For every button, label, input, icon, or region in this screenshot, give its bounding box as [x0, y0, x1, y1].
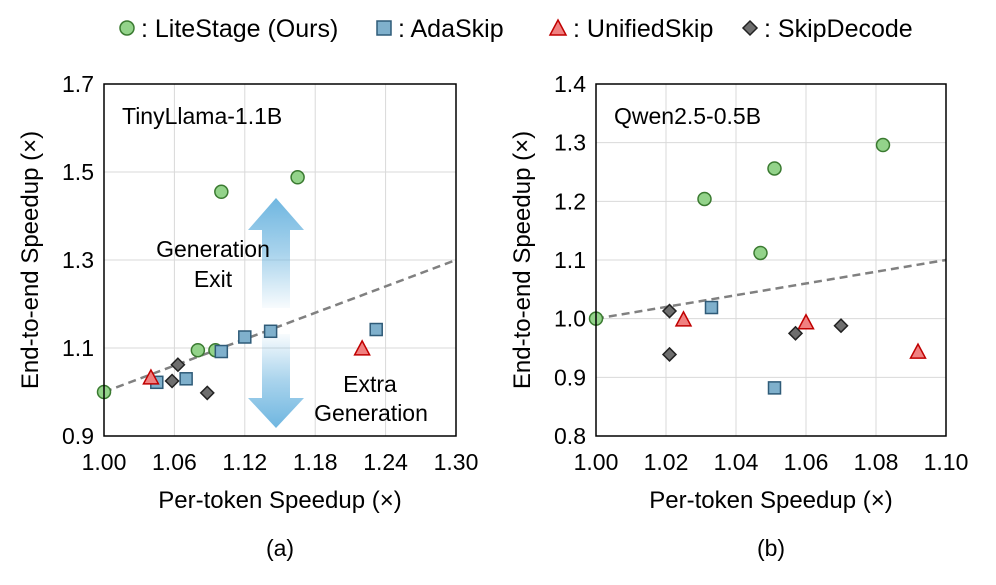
panel-a-axis-frame	[103, 83, 457, 437]
panel-b-point-litestage	[875, 137, 891, 153]
extra-generation-arrow	[248, 334, 304, 428]
panel-b-y-tick-label: 1.4	[554, 71, 586, 97]
panel-a-point-adaskip	[369, 322, 383, 337]
panel-a-y-tick-label: 1.1	[62, 335, 94, 361]
panel-b-point-litestage	[767, 161, 782, 176]
panel-a-ticks: 1.00 1.06 1.12 1.18 1.24 1.30 0.9 1.1 1.3 1.5 1.7	[62, 71, 478, 475]
panel-b-axis-frame	[595, 83, 947, 437]
panel-a-arrows: Generation Exit Extra Generation	[156, 198, 428, 428]
panel-a-point-litestage	[214, 184, 229, 200]
extra-generation-label-line2: Generation	[314, 400, 428, 426]
panel-a-x-tick-label: 1.18	[293, 449, 338, 475]
panel-b-point-skipdecode	[787, 325, 804, 341]
legend-litestage-marker	[119, 20, 135, 36]
panel-b-point-unifiedskip	[797, 313, 815, 330]
legend-item-adaskip: : AdaSkip	[376, 15, 504, 43]
extra-generation-label-line1: Extra	[343, 371, 397, 397]
legend-item-unifiedskip: : UnifiedSkip	[548, 15, 713, 43]
legend-adaskip-label: : AdaSkip	[398, 15, 504, 43]
generation-exit-label-line2: Exit	[194, 266, 233, 292]
panel-b-x-tick-label: 1.08	[854, 449, 899, 475]
panel-a-point-litestage	[290, 170, 305, 185]
panel-b-point-litestage	[697, 191, 712, 207]
legend-skipdecode-marker	[741, 19, 759, 37]
panel-a-point-unifiedskip	[353, 339, 371, 356]
legend-unifiedskip-marker	[548, 18, 568, 36]
panel-a-y-axis-label: End-to-end Speedup (×)	[17, 131, 44, 389]
legend-item-skipdecode: : SkipDecode	[741, 15, 913, 43]
panel-a-point-adaskip	[214, 344, 229, 359]
panel-a-point-adaskip	[179, 372, 193, 386]
panel-b-points	[588, 137, 927, 395]
panel-a-y-tick-label: 1.3	[62, 247, 94, 273]
panel-b-model-label: Qwen2.5-0.5B	[614, 103, 761, 129]
legend: : LiteStage (Ours) : AdaSkip : UnifiedSk…	[119, 15, 913, 43]
panel-a-point-skipdecode	[199, 385, 215, 401]
panel-b-trend-line	[595, 258, 947, 320]
panel-b-point-skipdecode	[661, 303, 678, 319]
panel-a-y-tick-label: 1.7	[62, 71, 94, 97]
panel-b-point-unifiedskip	[674, 310, 693, 327]
panel-a-y-tick-label: 0.9	[62, 423, 94, 449]
panel-b-trend	[595, 258, 947, 320]
panel-a-points	[96, 170, 383, 401]
panel-a-point-litestage	[190, 342, 206, 358]
panel-b-x-tick-label: 1.06	[784, 449, 829, 475]
panel-b-y-tick-label: 0.8	[554, 423, 586, 449]
panel-b-point-skipdecode	[833, 318, 849, 334]
panel-b-y-tick-label: 1.1	[554, 247, 586, 273]
panel-a-point-adaskip	[263, 324, 278, 339]
panel-b-point-skipdecode	[661, 346, 678, 363]
panel-b-point-litestage	[753, 245, 768, 261]
panel-a-x-tick-label: 1.24	[363, 449, 408, 475]
panel-b-x-axis-label: Per-token Speedup (×)	[649, 487, 892, 514]
panel-b-point-unifiedskip	[909, 342, 927, 359]
panel-b-point-adaskip	[767, 381, 782, 395]
panel-b-point-adaskip	[704, 300, 719, 315]
generation-exit-arrow	[248, 198, 304, 308]
panel-a-label: (a)	[266, 535, 294, 561]
panel-b-y-tick-label: 1.0	[554, 306, 586, 332]
legend-litestage-label: : LiteStage (Ours)	[141, 15, 338, 43]
panel-a-point-adaskip	[238, 330, 252, 344]
panel-b-x-tick-label: 1.00	[574, 449, 619, 475]
legend-skipdecode-label: : SkipDecode	[764, 15, 913, 43]
panel-a-trend	[103, 258, 457, 394]
panel-a-x-tick-label: 1.06	[152, 449, 197, 475]
legend-unifiedskip-label: : UnifiedSkip	[573, 15, 713, 43]
panel-a-x-tick-label: 1.00	[82, 449, 127, 475]
panel-a-trend-line	[103, 258, 457, 394]
panel-a-x-axis-label: Per-token Speedup (×)	[158, 487, 401, 514]
legend-adaskip-marker	[376, 20, 392, 36]
chart-panel-a: Generation Exit Extra Generation 1.00 1.0…	[17, 71, 478, 561]
panel-b-label: (b)	[757, 535, 785, 561]
panel-a-x-tick-label: 1.30	[434, 449, 479, 475]
panel-a-x-tick-label: 1.12	[222, 449, 267, 475]
legend-item-litestage: : LiteStage (Ours)	[119, 15, 338, 43]
panel-b-y-tick-label: 0.9	[554, 364, 586, 390]
panel-b-ticks: 1.00 1.02 1.04 1.06 1.08 1.10 0.8 0.9 1.0 1.1 1.2 1…	[554, 71, 968, 475]
panel-b-y-tick-label: 1.3	[554, 130, 586, 156]
generation-exit-label-line1: Generation	[156, 236, 270, 262]
panel-a-point-unifiedskip	[142, 368, 160, 385]
panel-b-y-tick-label: 1.2	[554, 188, 586, 214]
panel-b-x-tick-label: 1.04	[714, 449, 759, 475]
panel-b-x-tick-label: 1.10	[924, 449, 969, 475]
panel-b-x-tick-label: 1.02	[644, 449, 689, 475]
panel-a-point-skipdecode	[164, 373, 180, 389]
panel-a-point-skipdecode	[170, 357, 186, 373]
chart-panel-b: 1.00 1.02 1.04 1.06 1.08 1.10 0.8 0.9 1.0 1.1 1.2 1…	[509, 71, 968, 561]
panel-a-model-label: TinyLlama-1.1B	[122, 103, 282, 129]
panel-b-y-axis-label: End-to-end Speedup (×)	[509, 131, 536, 389]
panel-a-y-tick-label: 1.5	[62, 159, 94, 185]
